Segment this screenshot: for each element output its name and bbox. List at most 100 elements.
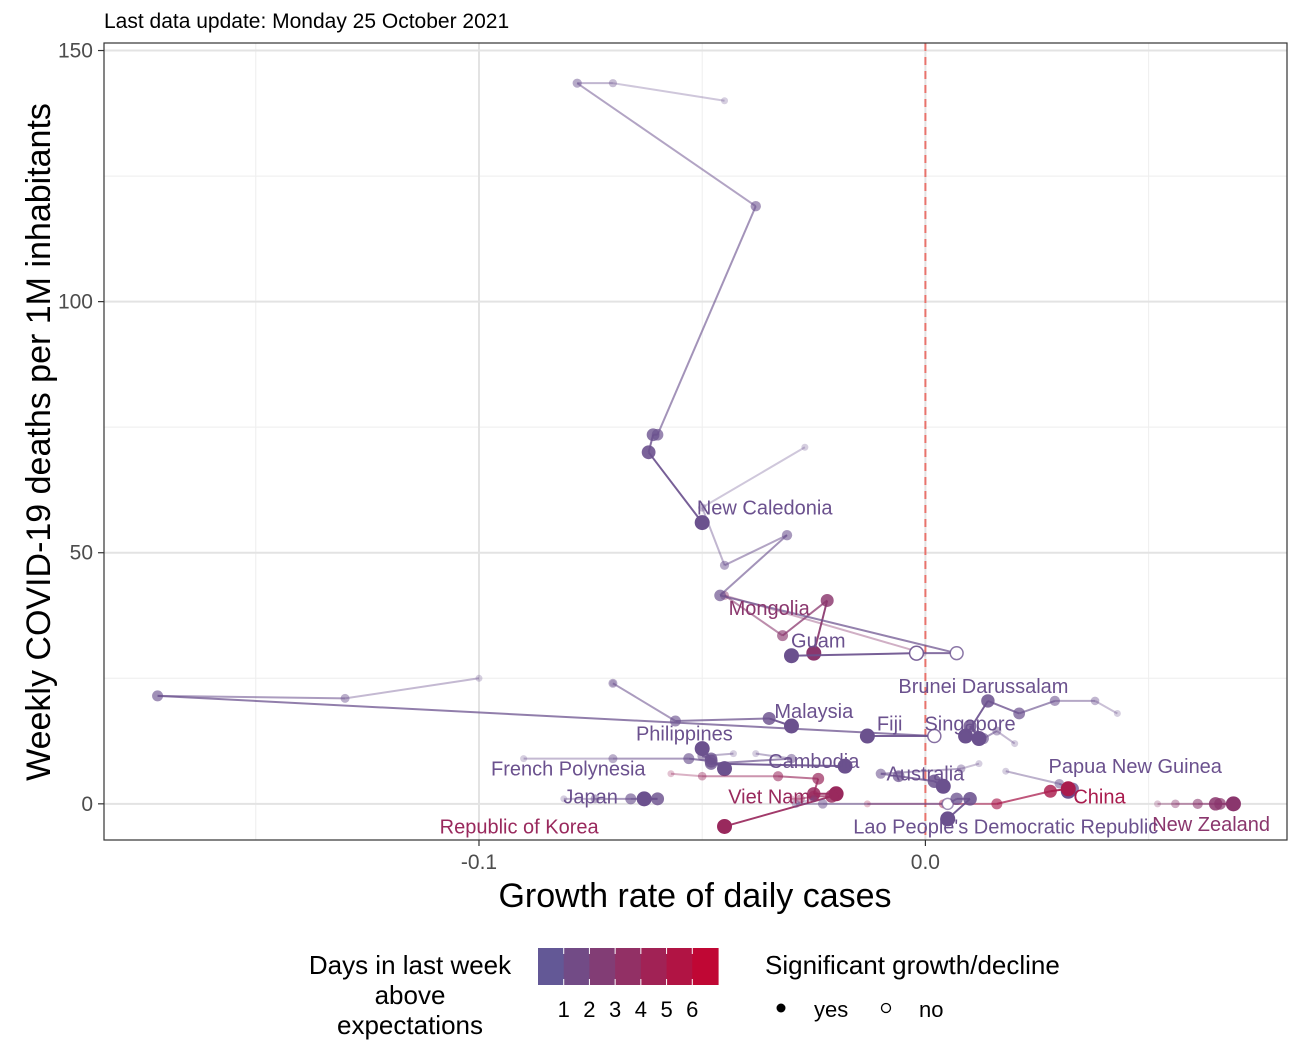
trajectory-segment (1094, 700, 1118, 715)
data-point (981, 694, 995, 708)
data-point (1060, 781, 1076, 797)
data-point (940, 811, 956, 827)
data-point (1002, 767, 1010, 775)
trajectory-segment (701, 507, 726, 566)
data-point (1013, 707, 1026, 720)
color-legend-tick-label: 3 (609, 997, 621, 1022)
data-point (608, 79, 618, 88)
series-new-caledonia (572, 78, 761, 531)
data-point (641, 445, 656, 460)
data-point (1208, 797, 1223, 811)
data-point (820, 593, 834, 607)
data-point (721, 97, 729, 105)
data-point (1090, 696, 1100, 706)
data-point (475, 674, 483, 682)
color-legend-swatch (692, 948, 719, 985)
country-label-china: China (1073, 786, 1126, 808)
y-axis-ticks: 0 50 100 150 (58, 40, 104, 816)
data-point (572, 78, 582, 88)
country-labels: New Caledonia Mongolia Guam Brunei Darussal… (440, 498, 1270, 839)
series-australia (875, 760, 983, 794)
data-point (1171, 799, 1180, 809)
color-legend-swatch (589, 948, 616, 985)
data-point (971, 731, 987, 747)
data-point (963, 719, 977, 733)
data-point-hollow (927, 728, 942, 744)
trajectory-segment (723, 594, 784, 637)
data-point (1113, 709, 1121, 717)
country-label-malaysia: Malaysia (774, 701, 854, 723)
trajectory-segment (812, 600, 829, 654)
data-point (683, 753, 695, 765)
country-label-japan: Japan (563, 786, 618, 808)
data-point (625, 793, 637, 805)
series-fiji (152, 674, 942, 744)
data-point (1049, 695, 1060, 706)
data-point (783, 718, 799, 734)
data-point (704, 754, 718, 768)
trajectory-segment (1005, 770, 1060, 785)
color-legend-title-line: above (375, 980, 446, 1010)
data-point (787, 795, 795, 803)
country-label-papua-new-guinea: Papua New Guinea (1048, 756, 1222, 778)
color-legend-title-line: Days in last week (309, 950, 512, 980)
color-legend-title: Days in last week above expectations (309, 950, 512, 1040)
y-axis-title: Weekly COVID-19 deaths per 1M inhabitant… (20, 103, 58, 781)
shape-legend-title: Significant growth/decline (765, 950, 1060, 980)
data-point (859, 728, 875, 744)
data-point (646, 428, 660, 442)
trajectory-segment (647, 451, 703, 524)
country-label-australia: Australia (886, 764, 965, 786)
data-point (783, 648, 799, 664)
color-legend-tick-label: 2 (583, 997, 595, 1022)
trajectory-segment (157, 694, 346, 700)
data-point (791, 799, 801, 809)
trajectory-segment (996, 790, 1051, 805)
data-point (717, 761, 733, 777)
trajectory-segment (724, 534, 788, 567)
data-point (714, 589, 726, 602)
shape-legend-no-label: no (919, 997, 943, 1022)
trajectory-segment (711, 762, 846, 768)
data-point (991, 798, 1003, 810)
color-legend-tick-label: 5 (660, 997, 672, 1022)
trajectory-segment (960, 762, 980, 770)
series-french-polynesia (520, 753, 733, 777)
data-point (892, 770, 905, 783)
data-point (992, 726, 1002, 736)
data-point (837, 758, 853, 774)
data-point (956, 764, 966, 773)
data-point-hollow (908, 645, 925, 661)
trajectory-segment (612, 682, 676, 722)
data-point (608, 678, 618, 688)
data-point (608, 754, 618, 764)
series-brunei-darussalam (958, 694, 1121, 744)
country-label-new-caledonia: New Caledonia (697, 498, 834, 520)
country-trajectories (152, 78, 1241, 834)
x-axis-title: Growth rate of daily cases (498, 877, 891, 915)
data-point (801, 443, 809, 451)
country-label-philippines: Philippines (636, 724, 733, 746)
data-point (808, 790, 820, 802)
trajectory-segment (656, 205, 757, 436)
color-legend-tick-label: 6 (686, 997, 698, 1022)
data-point (812, 772, 825, 785)
data-point (609, 679, 617, 687)
series-republic-of-korea (717, 789, 839, 834)
x-tick-label: -0.1 (461, 851, 497, 874)
country-label-fiji: Fiji (877, 713, 903, 735)
color-legend-swatch (640, 948, 668, 985)
trajectory-segment (781, 599, 828, 637)
trajectory-segment (778, 775, 819, 780)
y-tick-label: 50 (70, 542, 93, 565)
data-point (669, 715, 681, 727)
color-legend-swatch (615, 948, 642, 985)
trajectory-segment (612, 82, 725, 102)
color-legend-bar (538, 948, 719, 985)
country-label-viet-nam: Viet Nam (728, 786, 810, 808)
data-point (875, 768, 886, 779)
trajectory-segment (675, 717, 770, 722)
